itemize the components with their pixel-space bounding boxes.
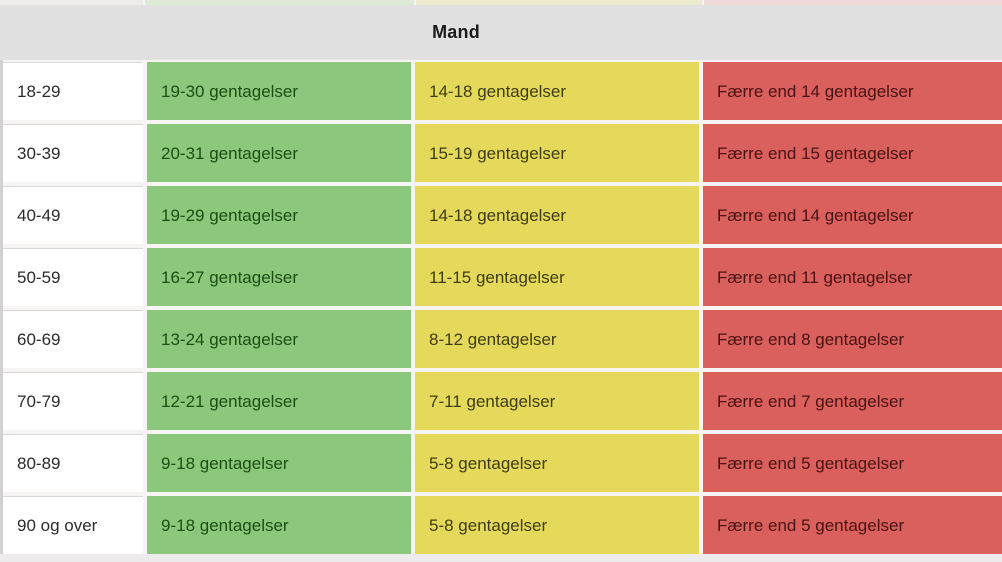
red-cell: Færre end 5 gentagelser bbox=[703, 496, 1002, 554]
cropped-red-cell bbox=[702, 0, 1002, 5]
age-cell: 90 og over bbox=[3, 496, 143, 554]
green-cell: 12-21 gentagelser bbox=[147, 372, 411, 430]
age-cell: 40-49 bbox=[3, 186, 143, 244]
age-cell: 70-79 bbox=[3, 372, 143, 430]
red-cell: Færre end 14 gentagelser bbox=[703, 62, 1002, 120]
yellow-cell: 15-19 gentagelser bbox=[415, 124, 699, 182]
green-cell: 20-31 gentagelser bbox=[147, 124, 411, 182]
yellow-cell: 8-12 gentagelser bbox=[415, 310, 699, 368]
table-title: Mand bbox=[432, 22, 480, 42]
green-cell: 9-18 gentagelser bbox=[147, 496, 411, 554]
cropped-green-cell bbox=[143, 0, 414, 5]
cropped-yellow-cell bbox=[414, 0, 702, 5]
green-cell: 19-30 gentagelser bbox=[147, 62, 411, 120]
yellow-cell: 14-18 gentagelser bbox=[415, 186, 699, 244]
red-cell: Færre end 5 gentagelser bbox=[703, 434, 1002, 492]
age-cell: 80-89 bbox=[3, 434, 143, 492]
red-cell: Færre end 15 gentagelser bbox=[703, 124, 1002, 182]
cropped-row-above-strip bbox=[0, 0, 1002, 5]
red-cell: Færre end 14 gentagelser bbox=[703, 186, 1002, 244]
table-header: Mand bbox=[0, 5, 1002, 60]
red-cell: Færre end 11 gentagelser bbox=[703, 248, 1002, 306]
yellow-cell: 11-15 gentagelser bbox=[415, 248, 699, 306]
cropped-age-cell bbox=[0, 0, 143, 5]
yellow-cell: 14-18 gentagelser bbox=[415, 62, 699, 120]
yellow-cell: 5-8 gentagelser bbox=[415, 496, 699, 554]
age-cell: 30-39 bbox=[3, 124, 143, 182]
green-cell: 16-27 gentagelser bbox=[147, 248, 411, 306]
table-bottom-margin bbox=[0, 554, 1002, 562]
norms-table: 18-29 19-30 gentagelser 14-18 gentagelse… bbox=[0, 60, 1002, 554]
age-cell: 60-69 bbox=[3, 310, 143, 368]
green-cell: 13-24 gentagelser bbox=[147, 310, 411, 368]
red-cell: Færre end 8 gentagelser bbox=[703, 310, 1002, 368]
green-cell: 9-18 gentagelser bbox=[147, 434, 411, 492]
yellow-cell: 5-8 gentagelser bbox=[415, 434, 699, 492]
red-cell: Færre end 7 gentagelser bbox=[703, 372, 1002, 430]
age-cell: 18-29 bbox=[3, 62, 143, 120]
yellow-cell: 7-11 gentagelser bbox=[415, 372, 699, 430]
age-cell: 50-59 bbox=[3, 248, 143, 306]
green-cell: 19-29 gentagelser bbox=[147, 186, 411, 244]
